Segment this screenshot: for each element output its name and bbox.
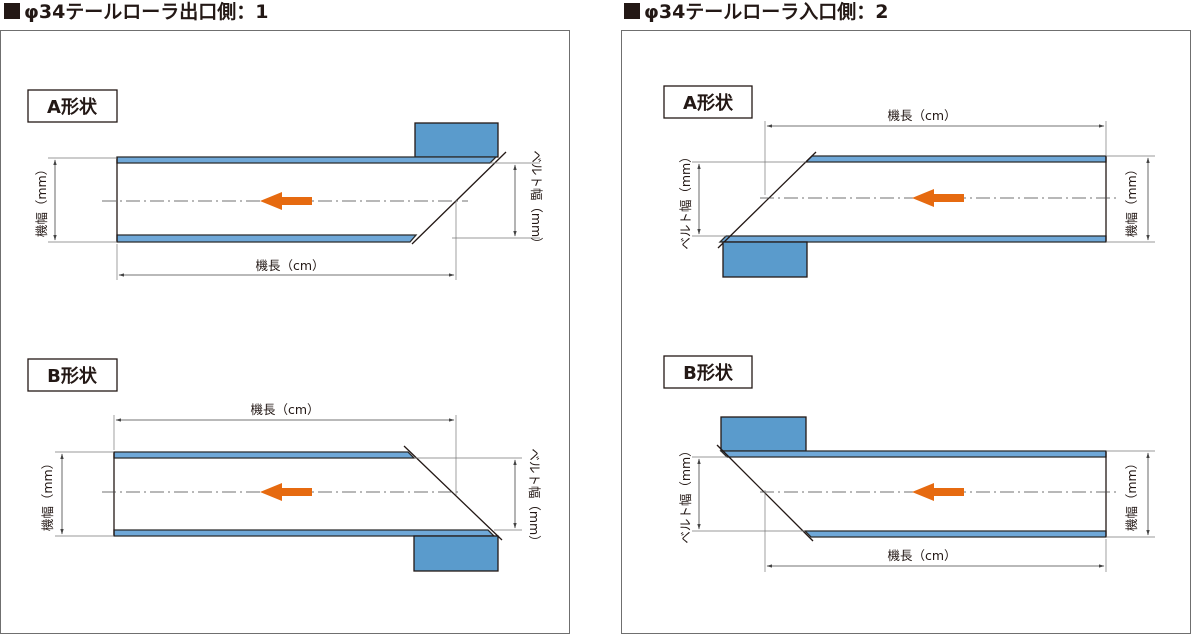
right-shape-b-diagram: B形状 ベルト幅（mm） 機幅（mm） 機長（cm） bbox=[663, 355, 1155, 572]
diagonal-frame bbox=[403, 445, 503, 541]
left-arrow-icon bbox=[260, 483, 312, 501]
top-belt bbox=[719, 450, 1107, 458]
belt-width-label: ベルト幅（mm） bbox=[527, 448, 542, 547]
square-bullet-icon bbox=[624, 3, 640, 19]
width-label: 機幅（mm） bbox=[40, 457, 55, 531]
right-heading-text: φ34テールローラ入口側：2 bbox=[644, 1, 889, 23]
shape-label: B形状 bbox=[683, 362, 734, 384]
left-shape-a-diagram: A形状 機幅（mm） ベルト幅（mm） 機長（cm） bbox=[27, 89, 544, 280]
shape-label: A形状 bbox=[47, 96, 98, 118]
bottom-belt bbox=[113, 529, 496, 537]
square-bullet-icon bbox=[4, 3, 20, 19]
left-arrow-icon bbox=[912, 189, 964, 207]
top-belt bbox=[113, 451, 416, 459]
bottom-belt bbox=[718, 235, 1107, 243]
feed-box bbox=[722, 241, 808, 278]
length-label: 機長（cm） bbox=[255, 258, 324, 273]
bottom-belt bbox=[803, 530, 1107, 538]
feed-box bbox=[720, 416, 807, 452]
length-label: 機長（cm） bbox=[887, 548, 956, 563]
width-label: 機幅（mm） bbox=[1124, 457, 1139, 531]
bottom-belt bbox=[116, 234, 418, 243]
belt-width-label: ベルト幅（mm） bbox=[678, 150, 693, 249]
width-label: 機幅（mm） bbox=[34, 163, 49, 237]
left-heading-text: φ34テールローラ出口側：1 bbox=[24, 1, 269, 23]
shape-label-box bbox=[27, 358, 118, 392]
top-belt bbox=[804, 155, 1107, 163]
discharge-box bbox=[414, 122, 499, 158]
right-heading: φ34テールローラ入口側：2 bbox=[624, 0, 889, 28]
left-arrow-icon bbox=[260, 192, 312, 210]
shape-label-box bbox=[663, 85, 753, 119]
length-label: 機長（cm） bbox=[250, 402, 319, 417]
right-shape-a-diagram: A形状 機長（cm） ベルト幅（mm） 機幅（mm） bbox=[663, 85, 1155, 278]
discharge-box bbox=[413, 535, 499, 572]
shape-label: A形状 bbox=[683, 92, 734, 114]
belt-width-label: ベルト幅（mm） bbox=[529, 150, 544, 249]
diagonal-frame bbox=[411, 151, 507, 245]
diagonal-frame bbox=[717, 151, 817, 249]
left-shape-b-diagram: B形状 機長（cm） 機幅（mm） ベルト幅（mm） bbox=[27, 358, 542, 572]
width-label: 機幅（mm） bbox=[1124, 163, 1139, 237]
belt-width-label: ベルト幅（mm） bbox=[678, 444, 693, 543]
length-label: 機長（cm） bbox=[887, 108, 956, 123]
left-arrow-icon bbox=[912, 483, 964, 501]
left-heading: φ34テールローラ出口側：1 bbox=[4, 0, 269, 28]
shape-label-box bbox=[663, 355, 753, 389]
top-belt bbox=[116, 156, 498, 164]
shape-label-box bbox=[27, 89, 118, 123]
shape-label: B形状 bbox=[47, 365, 98, 387]
